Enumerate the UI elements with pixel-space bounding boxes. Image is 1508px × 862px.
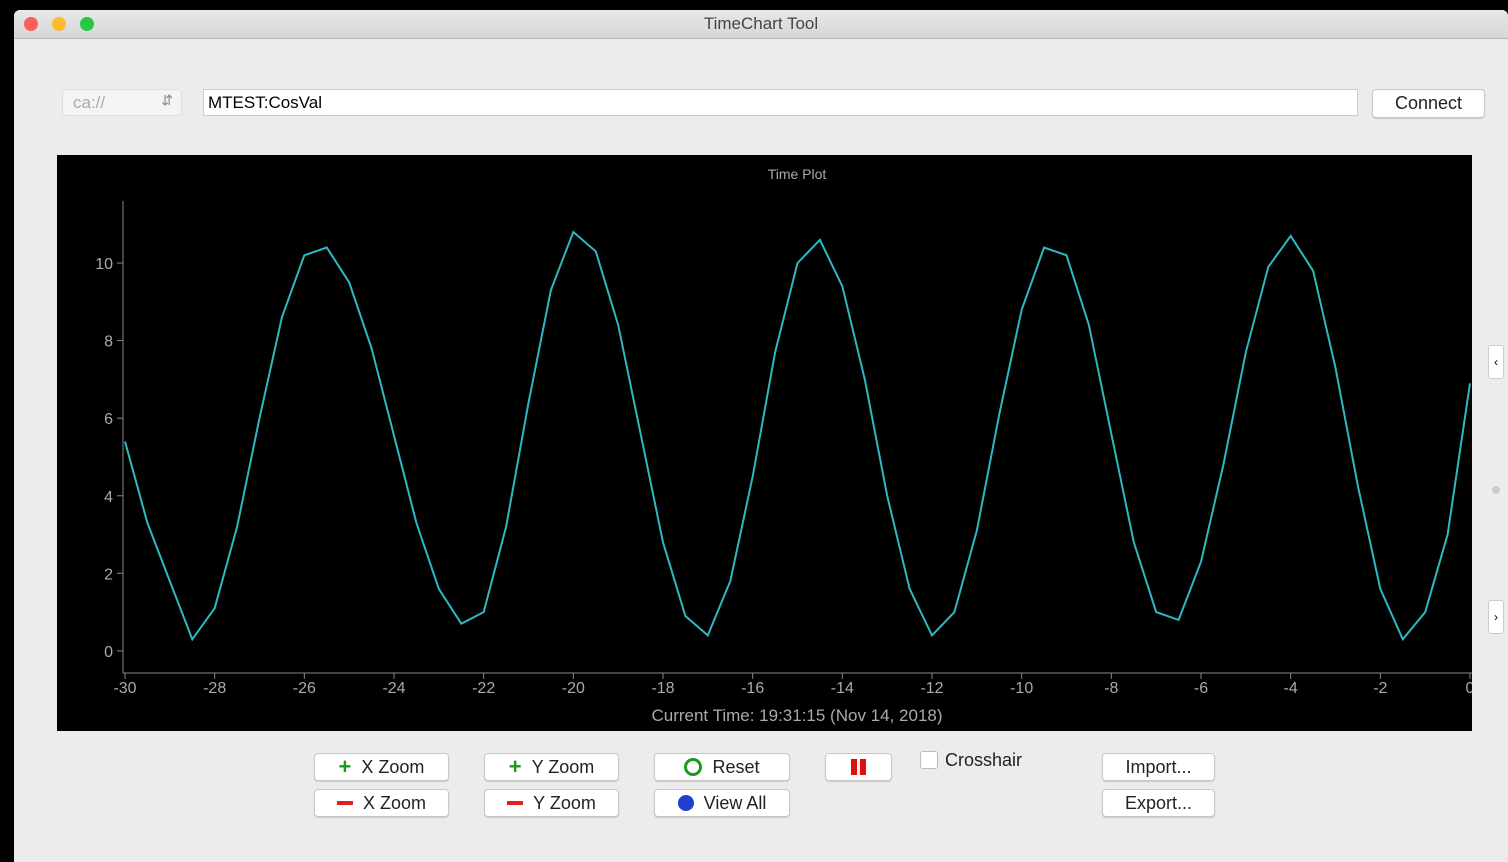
x-tick-label: -24: [382, 680, 405, 697]
export-button[interactable]: Export...: [1102, 789, 1215, 817]
view-all-icon: [677, 795, 694, 811]
connect-button[interactable]: Connect: [1372, 89, 1485, 118]
import-button[interactable]: Import...: [1102, 753, 1215, 781]
x-tick-label: -26: [293, 680, 316, 697]
channel-input[interactable]: MTEST:CosVal: [203, 89, 1358, 116]
panel-toggle-left[interactable]: ‹: [1488, 345, 1504, 379]
button-label: Y Zoom: [531, 756, 595, 777]
x-tick-label: 0: [1466, 680, 1472, 697]
x-zoom-in-button[interactable]: + X Zoom: [314, 753, 449, 781]
chart: Time Plot Current Time: 19:31:15 (Nov 14…: [57, 155, 1472, 731]
select-arrows: ⇵: [161, 92, 173, 108]
x-tick-label: -20: [562, 680, 585, 697]
window: TimeChart Tool ca:// ⇵ MTEST:CosVal Conn…: [14, 10, 1508, 862]
chart-title: Time Plot: [768, 166, 827, 182]
plus-icon: +: [508, 754, 522, 779]
y-tick-label: 2: [104, 566, 113, 583]
y-tick-label: 4: [104, 489, 113, 506]
pause-bar: [851, 759, 857, 775]
splitter-handle[interactable]: [1492, 486, 1500, 494]
button-label: Reset: [712, 756, 760, 777]
x-tick-label: -18: [651, 680, 674, 697]
button-label: X Zoom: [362, 792, 427, 813]
x-tick-label: -22: [472, 680, 495, 697]
reset-icon: [684, 758, 703, 776]
title-bar: TimeChart Tool: [14, 10, 1508, 39]
x-tick-label: -28: [203, 680, 226, 697]
button-label: View All: [703, 792, 767, 813]
x-tick-label: -2: [1373, 680, 1387, 697]
x-axis-label: Current Time: 19:31:15 (Nov 14, 2018): [651, 706, 942, 725]
x-tick-label: -30: [113, 680, 136, 697]
data-line: [124, 230, 1471, 642]
x-tick-label: -16: [741, 680, 764, 697]
pause-bar: [860, 759, 866, 775]
y-zoom-out-button[interactable]: Y Zoom: [484, 789, 619, 817]
x-zoom-out-button[interactable]: X Zoom: [314, 789, 449, 817]
pause-button[interactable]: [825, 753, 892, 781]
window-title: TimeChart Tool: [703, 14, 819, 33]
x-tick-label: -10: [1010, 680, 1033, 697]
view-all-button[interactable]: View All: [654, 789, 790, 817]
y-tick-label: 8: [104, 334, 113, 351]
zoom-button[interactable]: [80, 17, 94, 31]
protocol-text: ca://: [73, 93, 106, 112]
button-label: X Zoom: [361, 756, 425, 777]
plot-background: [57, 155, 1472, 731]
y-tick-label: 0: [104, 644, 113, 661]
protocol-select[interactable]: ca:// ⇵: [62, 89, 182, 116]
x-tick-label: -12: [920, 680, 943, 697]
y-zoom-in-button[interactable]: + Y Zoom: [484, 753, 619, 781]
y-tick-label: 6: [104, 411, 113, 428]
x-tick-label: -14: [831, 680, 854, 697]
minus-icon: [336, 801, 353, 805]
minus-icon: [507, 801, 524, 805]
x-tick-label: -8: [1104, 680, 1118, 697]
close-button[interactable]: [24, 17, 38, 31]
plus-icon: +: [338, 754, 352, 779]
x-tick-label: -6: [1194, 680, 1208, 697]
crosshair-label: Crosshair: [945, 750, 1023, 770]
crosshair-checkbox[interactable]: [920, 751, 938, 769]
x-tick-label: -4: [1284, 680, 1298, 697]
y-tick-label: 10: [95, 256, 113, 273]
button-label: Y Zoom: [533, 792, 596, 813]
reset-button[interactable]: Reset: [654, 753, 790, 781]
panel-toggle-right[interactable]: ›: [1488, 600, 1504, 634]
minimize-button[interactable]: [52, 17, 66, 31]
